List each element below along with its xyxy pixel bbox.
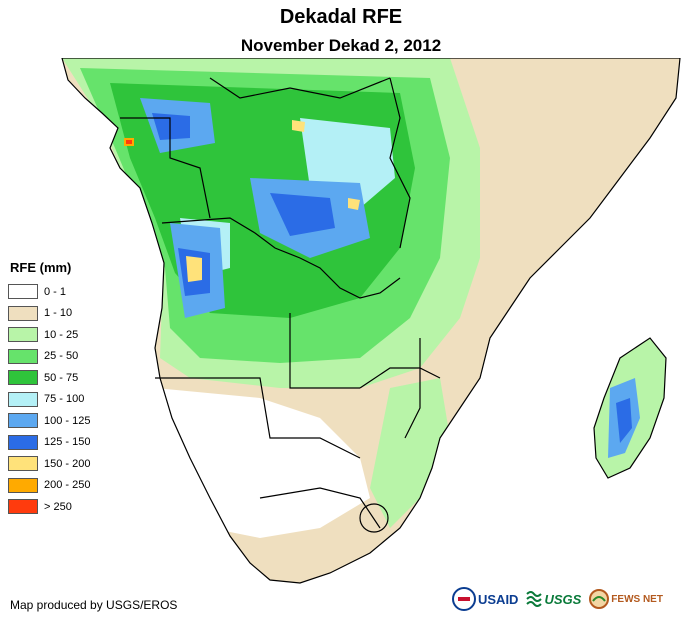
usgs-wave-icon — [526, 591, 543, 607]
legend-swatch — [8, 348, 38, 364]
legend-label: 50 - 75 — [44, 371, 79, 384]
logo-strip: USAID USGS FEWS NET — [452, 584, 676, 614]
rainfall-zones — [62, 58, 620, 538]
legend-swatch — [8, 305, 38, 321]
legend-label: 25 - 50 — [44, 350, 79, 363]
legend-label: 75 - 100 — [44, 393, 85, 406]
legend-swatch — [8, 456, 38, 472]
legend-row: 125 - 150 — [8, 432, 128, 454]
legend-swatch — [8, 434, 38, 450]
legend-title: RFE (mm) — [10, 260, 72, 275]
legend-row: 100 - 125 — [8, 410, 128, 432]
zone-125-150-b — [270, 193, 335, 236]
legend-swatch — [8, 477, 38, 493]
map-subtitle: November Dekad 2, 2012 — [240, 36, 442, 55]
legend-label: 100 - 125 — [44, 414, 91, 427]
zone-150-200 — [186, 256, 202, 282]
zone-se-green — [370, 378, 450, 528]
zone-gt-250 — [126, 140, 132, 144]
zone-125-150 — [152, 113, 190, 140]
legend-row: 25 - 50 — [8, 346, 128, 368]
legend-swatch — [8, 370, 38, 386]
legend-label: 0 - 1 — [44, 285, 67, 298]
legend-row: 0 - 1 — [8, 281, 128, 303]
zone-150-200-c — [292, 120, 305, 132]
legend-label: 1 - 10 — [44, 307, 73, 320]
map-credit: Map produced by USGS/EROS — [10, 598, 178, 612]
fews-text: FEWS NET — [611, 593, 663, 605]
fews-logo: FEWS NET — [589, 589, 663, 609]
legend-row: 1 - 10 — [8, 303, 128, 325]
madagascar-wet-2 — [616, 398, 632, 443]
legend-swatch — [8, 284, 38, 300]
map-title: Dekadal RFE — [279, 6, 403, 28]
legend-label: 10 - 25 — [44, 328, 79, 341]
usaid-seal-icon — [452, 587, 476, 611]
legend-label: > 250 — [44, 500, 72, 513]
legend-row: 10 - 25 — [8, 324, 128, 346]
legend-label: 125 - 150 — [44, 436, 91, 449]
rainfall-map — [60, 58, 682, 613]
zone-1-10-east — [440, 78, 620, 288]
legend-swatch — [8, 499, 38, 515]
legend-label: 150 - 200 — [44, 457, 91, 470]
legend-label: 200 - 250 — [44, 479, 91, 492]
legend-row: 150 - 200 — [8, 453, 128, 475]
legend-row: 200 - 250 — [8, 475, 128, 497]
country-borders — [61, 58, 681, 584]
usaid-text: USAID — [478, 591, 519, 607]
legend-swatch — [8, 391, 38, 407]
legend: RFE (mm) 0 - 1 1 - 10 10 - 25 25 - 50 50… — [8, 260, 128, 518]
legend-row: 50 - 75 — [8, 367, 128, 389]
fews-globe-icon — [589, 589, 610, 609]
legend-row: > 250 — [8, 496, 128, 518]
zone-150-200-b — [348, 198, 360, 210]
legend-swatch — [8, 327, 38, 343]
usgs-text: USGS — [544, 591, 582, 607]
legend-row: 75 - 100 — [8, 389, 128, 411]
usgs-logo: USGS — [526, 590, 581, 608]
usaid-logo: USAID — [452, 587, 518, 611]
legend-swatch — [8, 413, 38, 429]
